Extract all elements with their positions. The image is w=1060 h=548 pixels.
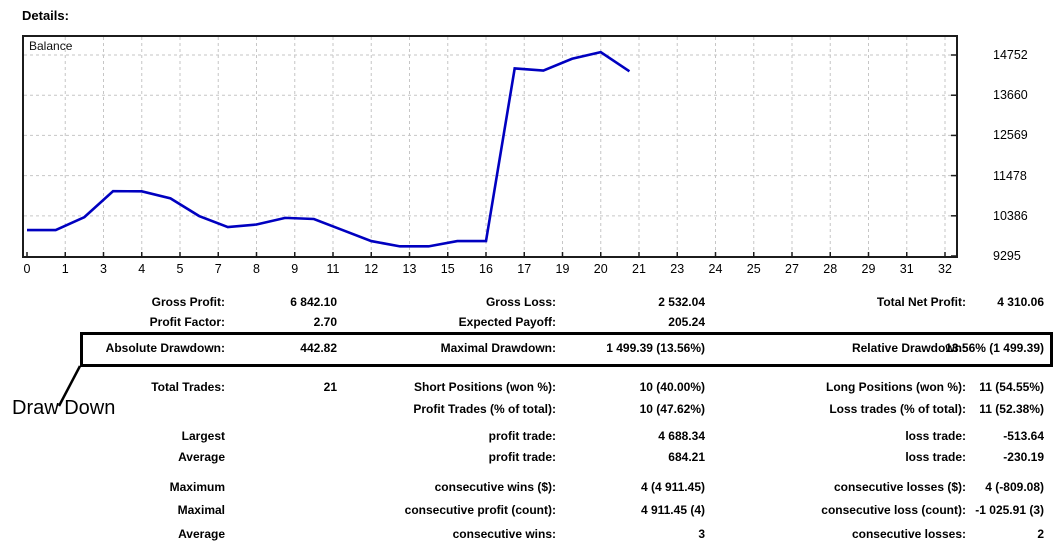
x-axis-label: 28 bbox=[823, 262, 838, 276]
x-axis-label: 7 bbox=[214, 262, 222, 276]
y-axis-label: 10386 bbox=[993, 208, 1028, 223]
stats-value: -1 025.91 (3) bbox=[975, 503, 1044, 517]
stats-label: consecutive wins: bbox=[452, 527, 556, 541]
page-title: Details: bbox=[22, 8, 69, 23]
stats-label: Long Positions (won %): bbox=[826, 380, 966, 394]
balance-chart: Balance bbox=[22, 35, 958, 258]
stats-label: Relative Drawdown: bbox=[851, 341, 966, 355]
stats-value: 4 (4 911.45) bbox=[640, 480, 705, 494]
stats-label: profit trade: bbox=[488, 450, 556, 464]
x-axis-label: 1 bbox=[61, 262, 69, 276]
stats-value: 6 842.10 bbox=[290, 295, 337, 309]
stats-value: 1 499.39 (13.56%) bbox=[606, 341, 705, 355]
stats-value: 10 (47.62%) bbox=[639, 402, 705, 416]
x-axis-label: 15 bbox=[440, 262, 455, 276]
stats-label: consecutive loss (count): bbox=[821, 503, 966, 517]
x-axis-label: 24 bbox=[708, 262, 723, 276]
x-axis-label: 8 bbox=[253, 262, 260, 276]
stats-label: profit trade: bbox=[488, 429, 556, 443]
stats-value: 684.21 bbox=[668, 450, 705, 464]
stats-label: Largest bbox=[181, 429, 225, 443]
x-axis-label: 17 bbox=[517, 262, 532, 276]
chart-series-label: Balance bbox=[29, 39, 73, 53]
drawdown-annotation: Draw Down bbox=[12, 397, 116, 419]
x-axis-label: 31 bbox=[899, 262, 914, 276]
stats-label: loss trade: bbox=[905, 450, 966, 464]
stats-value: -513.64 bbox=[1003, 429, 1044, 443]
drawdown-highlight-box bbox=[80, 332, 1053, 367]
stats-label: Maximal Drawdown: bbox=[440, 341, 556, 355]
y-axis-label: 9295 bbox=[993, 249, 1021, 263]
stats-value: 4 911.45 (4) bbox=[640, 503, 705, 517]
stats-value: 13.56% (1 499.39) bbox=[945, 341, 1044, 355]
stats-value: 205.24 bbox=[668, 315, 705, 329]
stats-label: consecutive losses ($): bbox=[833, 480, 966, 494]
stats-value: 3 bbox=[698, 527, 705, 541]
stats-value: 11 (52.38%) bbox=[979, 402, 1044, 416]
stats-value: -230.19 bbox=[1003, 450, 1044, 464]
stats-value: 21 bbox=[323, 380, 337, 394]
x-axis-label: 25 bbox=[746, 262, 761, 276]
y-axis-label: 11478 bbox=[993, 168, 1027, 183]
stats-label: Profit Trades (% of total): bbox=[413, 402, 556, 416]
y-axis-label: 12569 bbox=[993, 128, 1028, 143]
stats-value: 10 (40.00%) bbox=[639, 380, 705, 394]
stats-value: 442.82 bbox=[300, 341, 337, 355]
stats-label: Profit Factor: bbox=[149, 315, 225, 329]
stats-label: Average bbox=[178, 527, 225, 541]
x-axis-label: 27 bbox=[785, 262, 799, 276]
stats-label: Gross Profit: bbox=[151, 295, 225, 309]
stats-label: Loss trades (% of total): bbox=[829, 402, 966, 416]
stats-value: 2 532.04 bbox=[658, 295, 705, 309]
stats-label: Gross Loss: bbox=[485, 295, 556, 309]
stats-value: 11 (54.55%) bbox=[979, 380, 1044, 394]
x-axis-label: 3 bbox=[100, 262, 107, 276]
stats-value: 4 (-809.08) bbox=[985, 480, 1044, 494]
stats-label: consecutive losses: bbox=[851, 527, 966, 541]
stats-label: Total Net Profit: bbox=[876, 295, 966, 309]
stats-label: Expected Payoff: bbox=[458, 315, 556, 329]
x-axis-label: 19 bbox=[555, 262, 570, 276]
stats-value: 2 bbox=[1037, 527, 1044, 541]
stats-value: 4 688.34 bbox=[658, 429, 705, 443]
stats-label: Average bbox=[178, 450, 225, 464]
x-axis-label: 16 bbox=[479, 262, 493, 276]
x-axis-label: 11 bbox=[326, 262, 340, 276]
x-axis-label: 21 bbox=[632, 262, 646, 276]
stats-label: Maximal bbox=[177, 503, 225, 517]
stats-label: Total Trades: bbox=[151, 380, 225, 394]
y-axis-label: 14752 bbox=[993, 48, 1028, 62]
y-axis-label: 13660 bbox=[993, 88, 1028, 103]
stats-label: Maximum bbox=[169, 480, 225, 494]
stats-label: loss trade: bbox=[905, 429, 966, 443]
x-axis-label: 23 bbox=[670, 262, 685, 276]
x-axis-label: 29 bbox=[861, 262, 876, 276]
x-axis-label: 13 bbox=[402, 262, 417, 276]
stats-label: Absolute Drawdown: bbox=[105, 341, 225, 355]
x-axis-label: 20 bbox=[593, 262, 608, 276]
stats-label: consecutive profit (count): bbox=[404, 503, 556, 517]
x-axis-label: 0 bbox=[23, 262, 31, 276]
x-axis-label: 9 bbox=[291, 262, 299, 276]
stats-value: 4 310.06 bbox=[997, 295, 1044, 309]
x-axis-label: 12 bbox=[364, 262, 379, 276]
stats-value: 2.70 bbox=[313, 315, 337, 329]
balance-line bbox=[27, 50, 631, 248]
balance-chart-canvas bbox=[24, 37, 956, 256]
x-axis-label: 5 bbox=[176, 262, 184, 276]
x-axis-label: 32 bbox=[938, 262, 952, 276]
x-axis-label: 4 bbox=[138, 262, 146, 276]
stats-label: Short Positions (won %): bbox=[414, 380, 556, 394]
stats-label: consecutive wins ($): bbox=[434, 480, 556, 494]
